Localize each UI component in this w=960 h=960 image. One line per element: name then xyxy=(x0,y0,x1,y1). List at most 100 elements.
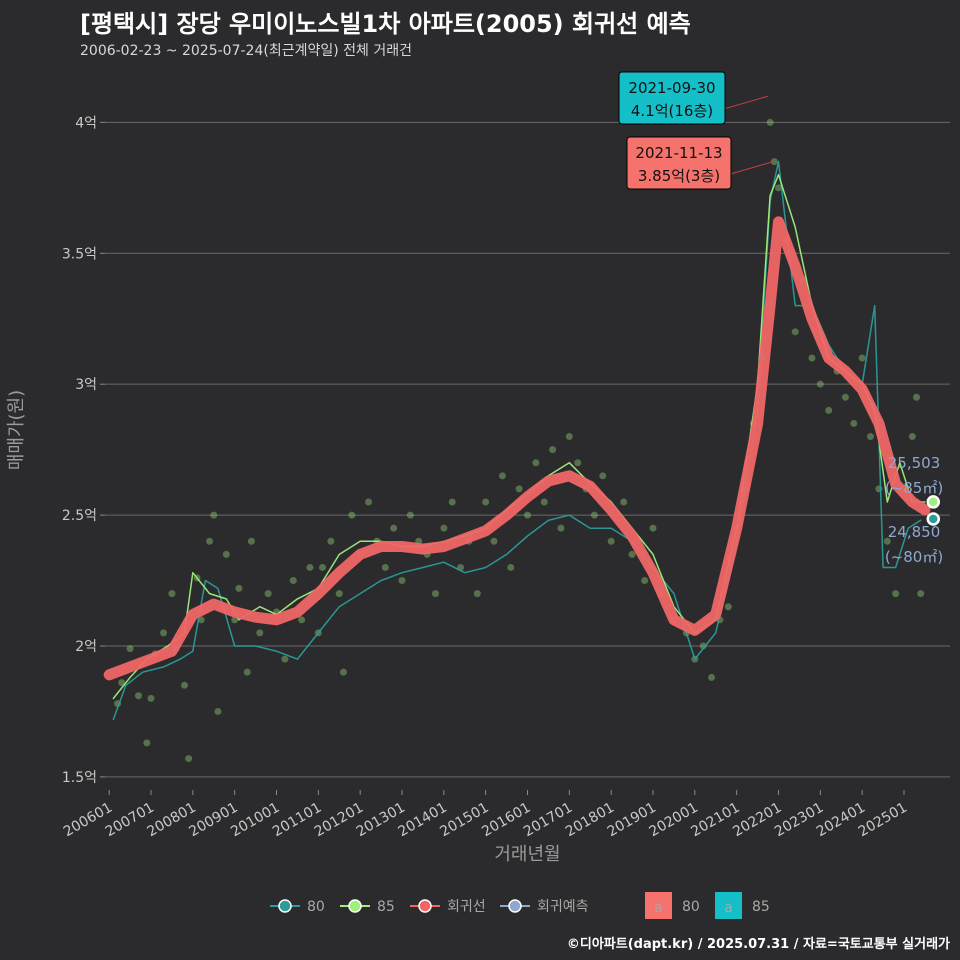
scatter-point xyxy=(841,393,849,401)
scatter-point xyxy=(825,406,833,414)
scatter-point xyxy=(507,563,515,571)
scatter-point xyxy=(143,739,151,747)
scatter-point xyxy=(641,577,649,585)
scatter-point xyxy=(620,498,628,506)
scatter-point xyxy=(908,433,916,441)
scatter-point xyxy=(406,511,414,519)
scatter-point xyxy=(185,755,193,763)
scatter-point xyxy=(858,354,866,362)
legend-box-label: 80 xyxy=(682,899,700,915)
scatter-point xyxy=(628,550,636,558)
page-subtitle: 2006-02-23 ~ 2025-07-24(최근계약일) 전체 거래건 xyxy=(80,43,412,59)
series-line-회귀선 xyxy=(103,216,931,681)
annotation-date: 2021-09-30 xyxy=(628,79,715,97)
scatter-point xyxy=(235,584,243,592)
scatter-point xyxy=(281,655,289,663)
scatter-point xyxy=(883,537,891,545)
scatter-point xyxy=(724,603,732,611)
scatter-point xyxy=(574,459,582,467)
scatter-point xyxy=(913,393,921,401)
legend-box-glyph: a xyxy=(654,900,663,916)
annotation-date: 2021-11-13 xyxy=(635,144,722,162)
annotation-price: 4.1억(16층) xyxy=(631,102,713,120)
y-tick-label: 3억 xyxy=(75,377,97,393)
scatter-point xyxy=(398,577,406,585)
scatter-point xyxy=(532,459,540,467)
y-axis-title: 매매가(원) xyxy=(6,390,27,470)
legend-label: 85 xyxy=(377,899,395,915)
scatter-point xyxy=(808,354,816,362)
y-tick-label: 2억 xyxy=(75,639,97,655)
end-area-label: (~85㎡) xyxy=(885,479,943,497)
scatter-point xyxy=(607,537,615,545)
scatter-point xyxy=(816,380,824,388)
scatter-point xyxy=(222,550,230,558)
scatter-point xyxy=(134,692,142,700)
scatter-point xyxy=(160,629,168,637)
x-axis-title: 거래년월 xyxy=(494,844,560,865)
legend-box-label: 85 xyxy=(752,899,770,915)
scatter-point xyxy=(557,524,565,532)
annotation-box xyxy=(618,71,726,125)
scatter-point xyxy=(390,524,398,532)
scatter-point xyxy=(540,498,548,506)
legend-label: 회귀선 xyxy=(447,899,486,915)
legend-box xyxy=(715,892,742,919)
x-tick-label: 202501 xyxy=(856,800,910,841)
scatter-point xyxy=(473,590,481,598)
scatter-point xyxy=(348,511,356,519)
scatter-point xyxy=(168,590,176,598)
scatter-point xyxy=(599,472,607,480)
scatter-point xyxy=(335,590,343,598)
legend-box-glyph: a xyxy=(724,900,733,916)
legend-label: 80 xyxy=(307,899,325,915)
legend-marker-80 xyxy=(278,899,292,913)
y-tick-label: 1.5억 xyxy=(62,770,97,786)
scatter-point xyxy=(210,511,218,519)
scatter-point xyxy=(867,433,875,441)
scatter-point xyxy=(850,419,858,427)
source-caption: ©디아파트(dapt.kr) / 2025.07.31 / 자료=국토교통부 실… xyxy=(566,937,950,952)
scatter-point xyxy=(289,577,297,585)
scatter-point xyxy=(327,537,335,545)
scatter-point xyxy=(774,184,782,192)
end-value-label: 24,850 xyxy=(888,523,941,541)
end-point xyxy=(926,495,941,509)
scatter-point xyxy=(524,511,531,519)
scatter-point xyxy=(482,498,490,506)
scatter-point xyxy=(565,433,573,441)
scatter-point xyxy=(498,472,506,480)
scatter-point xyxy=(214,707,222,715)
end-area-label: (~80㎡) xyxy=(885,548,943,566)
scatter-point xyxy=(917,590,925,598)
y-tick-label: 4억 xyxy=(75,115,97,131)
scatter-point xyxy=(247,537,255,545)
scatter-point xyxy=(206,537,214,545)
scatter-point xyxy=(306,563,314,571)
page-title: [평택시] 장당 우미이노스빌1차 아파트(2005) 회귀선 예측 xyxy=(80,10,691,38)
scatter-point xyxy=(892,590,900,598)
legend-marker-회귀예측 xyxy=(508,899,522,913)
scatter-point xyxy=(339,668,347,676)
scatter-point xyxy=(791,328,799,336)
legend-label: 회귀예측 xyxy=(537,899,589,915)
y-tick-label: 3.5억 xyxy=(62,246,97,262)
legend-marker-회귀선 xyxy=(418,899,432,913)
legend-box xyxy=(645,892,672,919)
scatter-point xyxy=(298,616,306,624)
scatter-point xyxy=(448,498,456,506)
legend-marker-85 xyxy=(348,899,362,913)
scatter-point xyxy=(590,511,598,519)
scatter-point xyxy=(515,485,523,493)
annotation-price: 3.85억(3층) xyxy=(638,167,720,185)
scatter-point xyxy=(365,498,373,506)
y-tick-label: 2.5억 xyxy=(62,508,97,524)
end-point xyxy=(926,512,941,526)
scatter-point xyxy=(766,118,774,126)
scatter-point xyxy=(649,524,657,532)
scatter-point xyxy=(431,590,439,598)
end-value-label: 25,503 xyxy=(888,454,941,472)
scatter-point xyxy=(549,446,557,454)
scatter-point xyxy=(118,679,126,687)
